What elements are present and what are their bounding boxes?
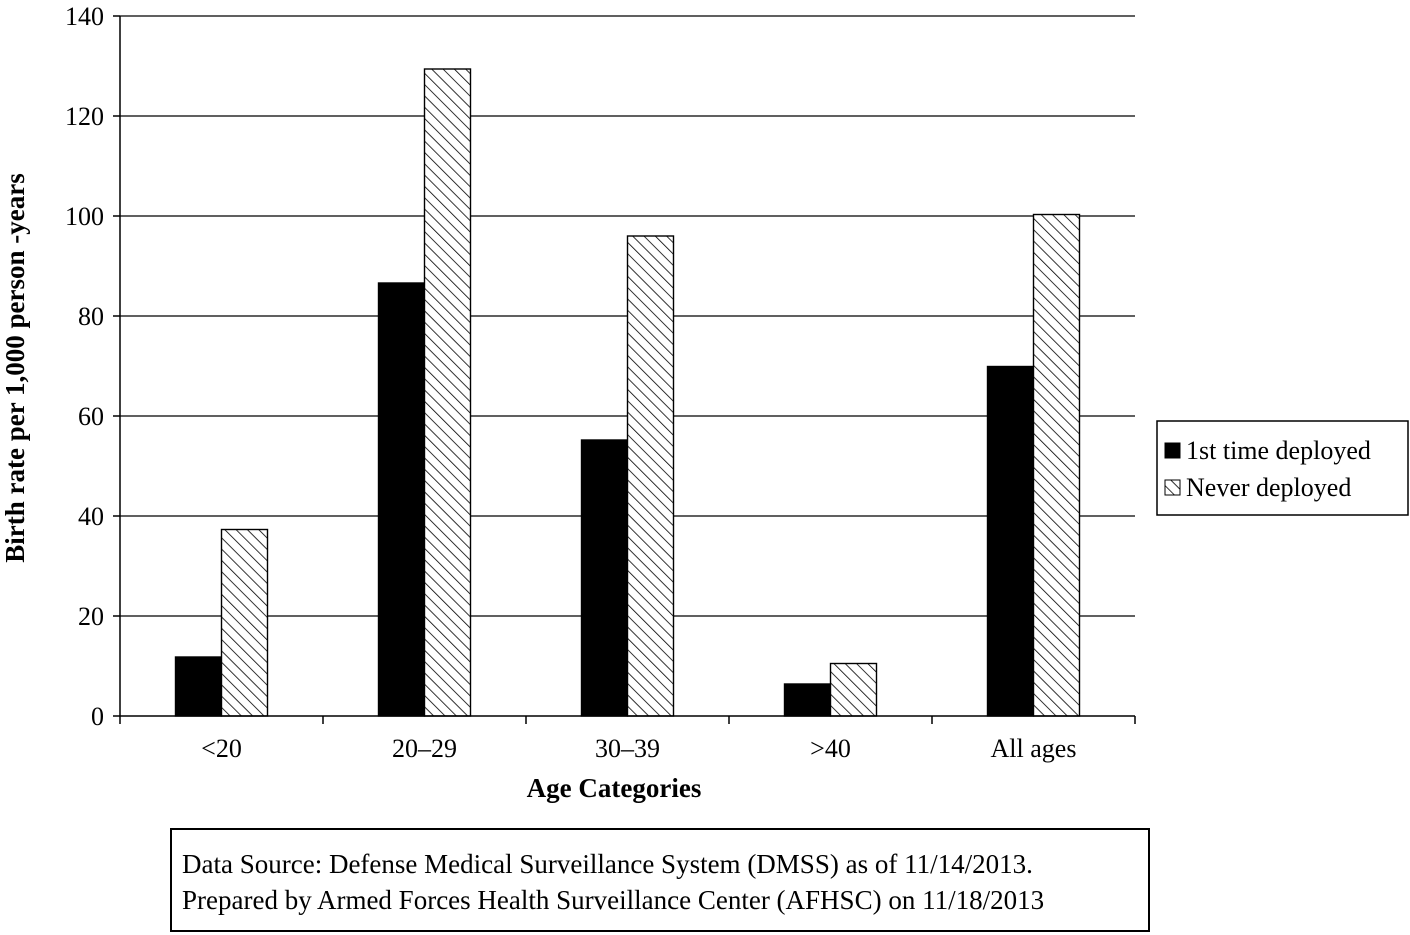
legend-label-never: Never deployed — [1186, 473, 1351, 502]
x-tick-label: All ages — [991, 734, 1077, 763]
bars — [174, 68, 1081, 717]
bar-never-deployed — [220, 528, 269, 717]
bar-never-deployed — [829, 662, 878, 717]
legend-label-deployed: 1st time deployed — [1186, 436, 1371, 465]
bar-first-time-deployed — [377, 282, 426, 717]
y-tick-label: 140 — [65, 2, 104, 31]
x-tick-label: <20 — [201, 734, 242, 763]
y-tick-label: 20 — [78, 602, 104, 631]
bar-first-time-deployed — [783, 683, 832, 717]
x-tick-label: 20–29 — [392, 734, 457, 763]
axis-labels: 0 20 40 60 80 100 120 140 <20 20–29 30–39 >40 All ag… — [65, 2, 1076, 763]
y-tick-label: 100 — [65, 202, 104, 231]
legend-swatch-never — [1164, 479, 1181, 496]
y-tick-label: 120 — [65, 102, 104, 131]
data-source-note: Data Source: Defense Medical Surveillanc… — [170, 828, 1150, 932]
y-tick-label: 60 — [78, 402, 104, 431]
x-axis-title: Age Categories — [527, 773, 702, 803]
y-tick-label: 40 — [78, 502, 104, 531]
legend-swatch-deployed — [1164, 442, 1181, 459]
bar-first-time-deployed — [986, 365, 1035, 717]
x-tick-label: >40 — [810, 734, 851, 763]
axes — [113, 15, 1136, 724]
bar-never-deployed — [1032, 213, 1081, 717]
y-axis-title: Birth rate per 1,000 person -years — [0, 173, 30, 562]
x-tick-label: 30–39 — [595, 734, 660, 763]
legend-box — [1156, 420, 1409, 516]
bar-never-deployed — [423, 68, 472, 717]
y-tick-label: 0 — [91, 702, 104, 731]
source-line-2: Prepared by Armed Forces Health Surveill… — [182, 885, 1045, 915]
bar-first-time-deployed — [174, 656, 223, 717]
bar-never-deployed — [626, 235, 675, 717]
legend: 1st time deployed Never deployed — [1156, 420, 1409, 516]
bar-first-time-deployed — [580, 439, 629, 717]
source-line-1: Data Source: Defense Medical Surveillanc… — [182, 849, 1033, 879]
y-tick-label: 80 — [78, 302, 104, 331]
